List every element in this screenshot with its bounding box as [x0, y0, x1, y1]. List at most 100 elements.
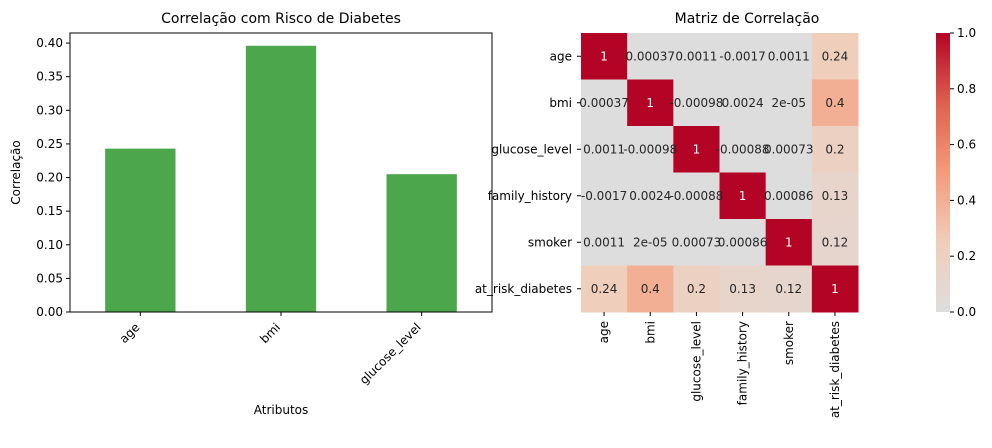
bar-ytick-label: 0.25	[36, 137, 63, 151]
heatmap-cell-value: 0.00037	[579, 96, 629, 110]
heatmap-cell-value: 0.13	[822, 189, 849, 203]
heatmap-cell-value: 1	[739, 189, 747, 203]
heatmap-cell	[719, 219, 767, 266]
heatmap-cell	[719, 126, 767, 173]
heatmap-cell	[627, 126, 674, 173]
heatmap: Matriz de Correlação 1 0.00037 0.0011 -0.00…	[475, 11, 976, 418]
heatmap-cell-value: 0.13	[729, 282, 756, 296]
heatmap-cell	[719, 172, 767, 220]
heatmap-cell	[627, 265, 674, 313]
heatmap-cell	[765, 172, 813, 220]
heatmap-cell-value: 1	[693, 142, 701, 156]
colorbar-tick-label: 0.0	[957, 305, 976, 319]
bar-xtick-label: age	[117, 320, 143, 346]
bar-chart: Correlação com Risco de Diabetes 0.00 0.0…	[9, 11, 493, 417]
bar-xtick-label: bmi	[257, 320, 283, 346]
heatmap-cell-value: 1	[646, 96, 654, 110]
heatmap-cell-value: 0.2	[687, 282, 706, 296]
heatmap-cell-value: 0.0024	[722, 96, 764, 110]
heatmap-xtick-label: smoker	[782, 321, 796, 365]
bar	[245, 45, 317, 312]
heatmap-cell-value: -0.00088	[669, 189, 723, 203]
heatmap-cell	[719, 265, 767, 313]
heatmap-cell	[719, 33, 767, 80]
heatmap-cell-value: 2e-05	[771, 96, 806, 110]
heatmap-cell-value: 0.4	[641, 282, 660, 296]
heatmap-cell	[581, 265, 628, 313]
heatmap-cell	[811, 265, 859, 313]
heatmap-cell	[627, 219, 674, 266]
heatmap-cell	[765, 126, 813, 173]
bar-ytick-label: 0.30	[36, 103, 63, 117]
heatmap-cell-value: -0.00098	[623, 142, 677, 156]
heatmap-xtick-label: glucose_level	[689, 321, 703, 402]
heatmap-cell	[673, 79, 721, 127]
heatmap-xtick-label: family_history	[736, 321, 750, 405]
bar	[105, 148, 176, 312]
heatmap-cell	[581, 33, 628, 80]
colorbar-gradient	[936, 33, 950, 312]
heatmap-ytick-label: age	[550, 49, 572, 63]
bar-xtick-label: glucose_level	[357, 320, 424, 387]
heatmap-cell-value: 0.0011	[768, 49, 810, 63]
heatmap-cell-value: 0.0011	[675, 49, 717, 63]
heatmap-cell-value: 0.12	[822, 235, 849, 249]
heatmap-xtick-label: age	[597, 321, 611, 343]
heatmap-cell-value: 2e-05	[633, 235, 668, 249]
heatmap-cell-value: -0.0017	[719, 49, 765, 63]
heatmap-cell	[673, 126, 721, 173]
colorbar-tick-label: 0.4	[957, 193, 976, 207]
heatmap-cell	[581, 126, 628, 173]
heatmap-cell	[673, 172, 721, 220]
bar-ytick-label: 0.00	[36, 305, 63, 319]
heatmap-title: Matriz de Correlação	[675, 11, 820, 27]
heatmap-cell-value: 1	[831, 282, 839, 296]
heatmap-cell	[765, 79, 813, 127]
heatmap-cell	[673, 265, 721, 313]
bar-chart-frame	[69, 32, 493, 313]
heatmap-cell-value: -0.00088	[716, 142, 770, 156]
heatmap-cell-value: -0.00098	[669, 96, 723, 110]
heatmap-cell	[627, 33, 674, 80]
bar-ytick-label: 0.20	[36, 171, 63, 185]
heatmap-cell	[581, 79, 628, 127]
heatmap-cell-value: 0.24	[591, 282, 618, 296]
bar-chart-xlabel: Atributos	[254, 403, 309, 417]
bar-chart-title: Correlação com Risco de Diabetes	[161, 11, 401, 27]
bar-ytick-label: 0.40	[36, 36, 63, 50]
heatmap-cell	[627, 79, 674, 127]
heatmap-cell	[719, 79, 767, 127]
heatmap-ytick-label: bmi	[549, 96, 572, 110]
heatmap-cell-value: 0.0011	[583, 142, 625, 156]
heatmap-cell	[765, 33, 813, 80]
bar-chart-ylabel: Correlação	[9, 140, 23, 204]
colorbar-tick-label: 0.6	[957, 138, 976, 152]
heatmap-cell-value: 0.0024	[629, 189, 671, 203]
heatmap-cell-value: 0.4	[825, 96, 844, 110]
heatmap-cell-value: 0.2	[825, 142, 844, 156]
heatmap-cell-value: 0.00086	[718, 235, 768, 249]
bar-ytick-label: 0.05	[36, 271, 63, 285]
heatmap-cell	[581, 172, 628, 220]
heatmap-cell	[673, 33, 721, 80]
bar	[386, 174, 457, 312]
heatmap-cell-value: 0.00073	[672, 235, 722, 249]
heatmap-cell-value: -0.0017	[581, 189, 627, 203]
heatmap-cell-value: 0.24	[822, 49, 849, 63]
colorbar-tick-label: 0.2	[957, 249, 976, 263]
heatmap-ytick-label: smoker	[528, 235, 572, 249]
colorbar-tick-label: 1.0	[957, 26, 976, 40]
heatmap-ytick-label: at_risk_diabetes	[475, 282, 572, 296]
heatmap-ytick-label: family_history	[488, 189, 572, 203]
heatmap-cell	[581, 219, 628, 266]
heatmap-cell	[811, 219, 859, 266]
heatmap-ytick-label: glucose_level	[491, 142, 572, 156]
heatmap-cell	[673, 219, 721, 266]
heatmap-cell-value: 0.00073	[764, 142, 814, 156]
heatmap-cell	[765, 265, 813, 313]
heatmap-cell-value: 0.12	[775, 282, 802, 296]
heatmap-cell	[811, 172, 859, 220]
colorbar: 0.0 0.2 0.4 0.6 0.8 1.0	[936, 26, 976, 319]
bar-ytick-label: 0.10	[36, 238, 63, 252]
